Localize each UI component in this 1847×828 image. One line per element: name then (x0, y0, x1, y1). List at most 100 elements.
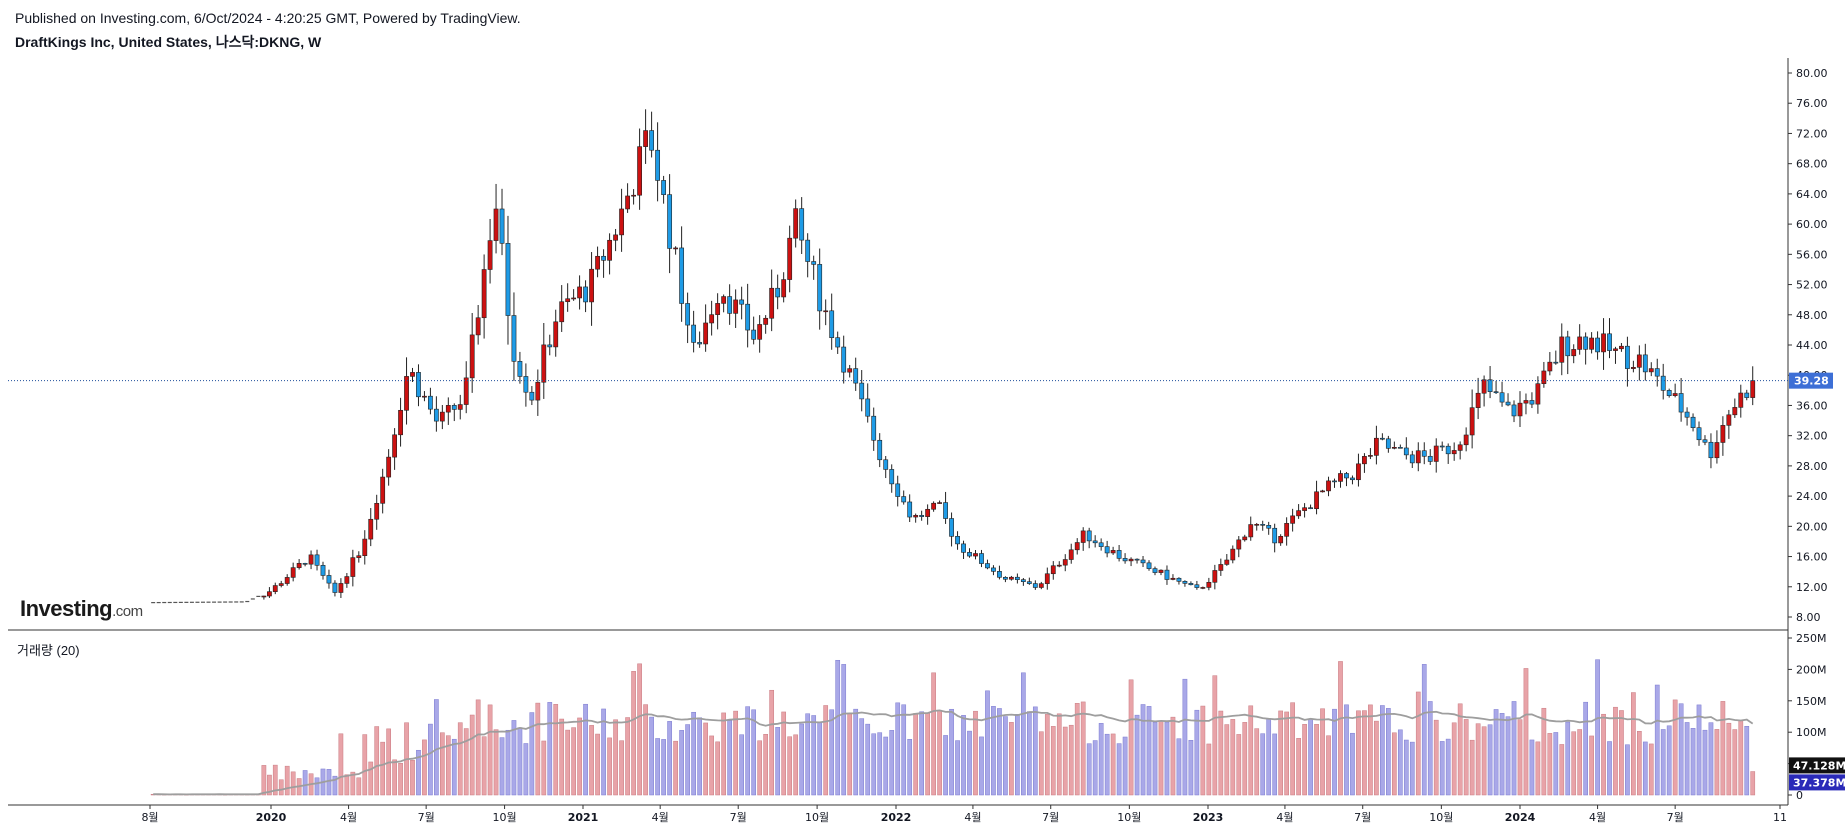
price-candle (901, 496, 907, 503)
volume-bar (1475, 723, 1481, 796)
volume-bar (1272, 733, 1278, 796)
volume-bar (1338, 661, 1343, 796)
volume-bar (1284, 711, 1289, 796)
volume-bar (979, 736, 984, 796)
price-candle (1068, 549, 1074, 560)
time-tick-label: 7월 (1042, 811, 1059, 824)
volume-bar (469, 714, 475, 796)
price-candle (1589, 337, 1595, 350)
price-candle (1182, 581, 1188, 584)
price-candle (386, 456, 392, 478)
volume-bar (901, 704, 907, 796)
volume-bar (559, 718, 565, 796)
volume-bar (871, 733, 877, 796)
volume-bar (445, 735, 451, 796)
price-candle (1152, 568, 1158, 573)
price-candle (1678, 393, 1684, 413)
time-tick-label: 2024 (1505, 811, 1536, 824)
price-candle (895, 483, 901, 497)
volume-bar (751, 709, 756, 796)
volume-bar (487, 704, 493, 796)
volume-bar (1290, 702, 1295, 796)
price-candle (991, 567, 996, 572)
volume-bar (673, 740, 678, 796)
price-tick-label: 64.00 (1796, 188, 1828, 201)
volume-bar (1062, 726, 1068, 796)
volume-bar (1212, 675, 1218, 796)
volume-bar (739, 734, 744, 796)
volume-bar (535, 702, 541, 796)
volume-bar (1750, 771, 1756, 796)
price-candle (841, 346, 847, 373)
price-candle (1511, 404, 1517, 417)
price-tick-label: 76.00 (1796, 97, 1828, 110)
price-candle (1218, 564, 1224, 571)
volume-bar (553, 704, 559, 796)
volume-bar (1278, 710, 1284, 796)
price-candle (1385, 438, 1391, 449)
volume-bar (619, 740, 624, 796)
volume-bar (1200, 705, 1206, 796)
volume-bar (907, 739, 913, 796)
volume-bar (1541, 707, 1547, 796)
price-candle (1451, 450, 1457, 455)
price-candle (1738, 392, 1744, 408)
volume-bar (493, 729, 499, 796)
volume-bar (1098, 723, 1104, 796)
price-candle (1134, 558, 1140, 561)
price-candle (1074, 542, 1080, 551)
volume-bar (1714, 729, 1720, 796)
price-candle (1272, 527, 1278, 544)
price-candle (1224, 559, 1230, 565)
price-candle (1128, 558, 1134, 562)
volume-bar (1577, 729, 1583, 796)
volume-bar (625, 717, 630, 796)
volume-bar (1457, 703, 1463, 796)
price-candle (985, 563, 990, 569)
price-candle (1044, 573, 1050, 584)
price-candle (715, 303, 721, 315)
price-candle (1672, 393, 1678, 396)
volume-bar (1236, 734, 1242, 796)
volume-bar (955, 740, 960, 796)
price-candle (787, 237, 793, 280)
volume-bar (422, 739, 427, 796)
volume-bar (1344, 704, 1349, 796)
volume-bar (817, 722, 823, 796)
volume-bar (499, 737, 505, 796)
volume-bar (344, 774, 350, 796)
volume-bar (589, 725, 594, 796)
price-candle (565, 298, 571, 303)
volume-bar (1708, 722, 1714, 796)
price-candle (422, 395, 427, 398)
price-candle (733, 299, 739, 314)
volume-bar (757, 740, 763, 796)
price-candle (685, 303, 691, 326)
price-candle (1338, 473, 1343, 482)
price-candle (829, 310, 835, 338)
price-candle (847, 368, 853, 373)
price-candle (344, 576, 350, 584)
price-candle (1200, 587, 1206, 589)
volume-bar (685, 724, 690, 796)
volume-bar (410, 759, 415, 796)
volume-bar (1403, 739, 1409, 796)
volume-bar (1451, 722, 1457, 796)
price-candle (865, 398, 871, 417)
price-tick-label: 24.00 (1796, 490, 1828, 503)
volume-bar (1068, 724, 1074, 796)
price-candle (1038, 583, 1044, 588)
price-candle (691, 324, 697, 343)
volume-bar (613, 719, 618, 796)
price-candle (1409, 454, 1415, 464)
price-candle (721, 296, 727, 304)
price-candle (1535, 383, 1541, 405)
volume-bar (1266, 718, 1272, 796)
price-candle (1421, 450, 1427, 457)
volume-bar (1386, 708, 1391, 796)
price-tick-label: 48.00 (1796, 309, 1828, 322)
price-candle (961, 543, 966, 553)
price-candle (1206, 581, 1212, 588)
volume-bar (1481, 726, 1487, 796)
